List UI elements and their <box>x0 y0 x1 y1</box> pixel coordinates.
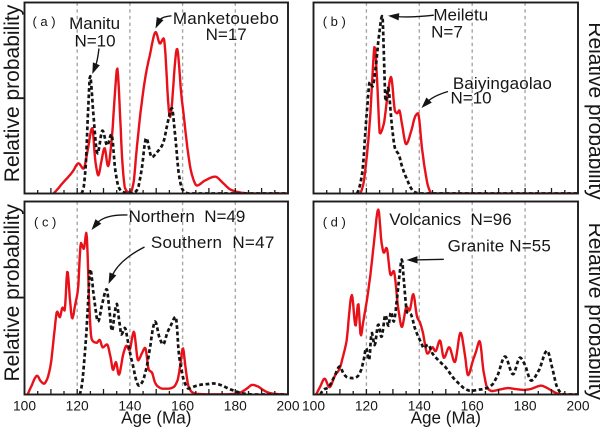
svg-text:180: 180 <box>514 399 537 414</box>
svg-text:160: 160 <box>171 399 194 414</box>
svg-text:( d ): ( d ) <box>323 214 346 229</box>
svg-text:100: 100 <box>13 399 36 414</box>
svg-text:140: 140 <box>118 399 141 414</box>
svg-text:Granite N=55: Granite N=55 <box>448 237 551 256</box>
svg-text:160: 160 <box>461 399 484 414</box>
svg-text:Manitu: Manitu <box>69 14 120 33</box>
svg-text:Northern N=49: Northern N=49 <box>129 207 246 226</box>
svg-text:200: 200 <box>276 399 299 414</box>
svg-text:Meiletu: Meiletu <box>433 6 488 25</box>
svg-text:Relative probability: Relative probability <box>584 223 600 401</box>
svg-text:Age (Ma): Age (Ma) <box>121 408 191 427</box>
svg-text:( c ): ( c ) <box>34 214 56 229</box>
svg-text:( a ): ( a ) <box>32 14 55 29</box>
svg-text:N=10: N=10 <box>74 32 115 51</box>
svg-text:Relative probability: Relative probability <box>1 204 24 382</box>
svg-text:N=7: N=7 <box>431 23 463 42</box>
svg-text:( b ): ( b ) <box>323 14 346 29</box>
svg-text:120: 120 <box>66 399 89 414</box>
svg-text:Relative probability: Relative probability <box>584 22 600 200</box>
svg-text:Age (Ma): Age (Ma) <box>411 408 481 427</box>
svg-text:Baiyingaolao: Baiyingaolao <box>453 74 552 93</box>
svg-text:Relative probability: Relative probability <box>1 4 24 182</box>
svg-text:140: 140 <box>408 399 431 414</box>
svg-text:N=10: N=10 <box>450 89 491 108</box>
svg-text:180: 180 <box>224 399 247 414</box>
svg-text:100: 100 <box>302 399 325 414</box>
svg-text:200: 200 <box>566 399 589 414</box>
svg-text:Volcanics N=96: Volcanics N=96 <box>389 210 511 229</box>
svg-text:120: 120 <box>355 399 378 414</box>
svg-text:Manketouebo: Manketouebo <box>173 9 279 28</box>
svg-text:Southern N=47: Southern N=47 <box>151 233 275 252</box>
svg-text:N=17: N=17 <box>206 25 247 44</box>
